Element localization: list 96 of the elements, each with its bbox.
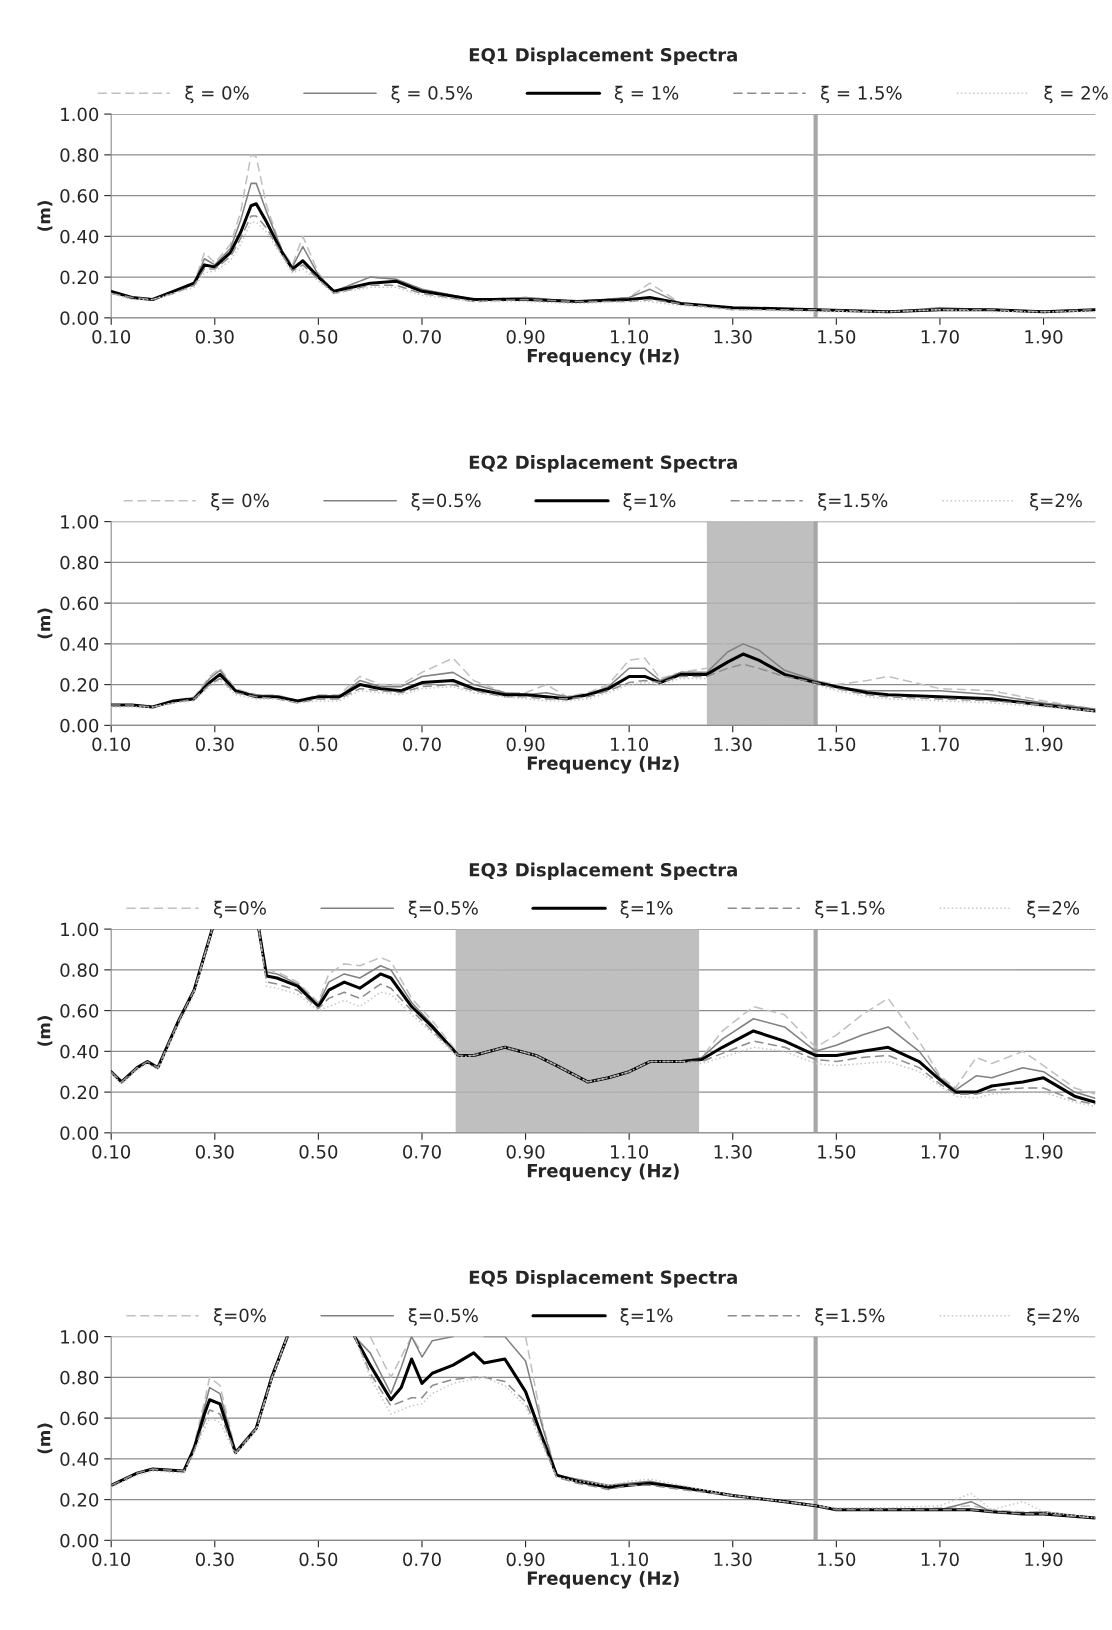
- y-tick-label: 0.00: [60, 1533, 99, 1548]
- chart-title: EQ2 Displacement Spectra: [469, 455, 737, 473]
- x-tick-label: 0.70: [403, 329, 441, 344]
- chart-title: EQ1 Displacement Spectra: [469, 47, 737, 66]
- y-tick-label: 0.40: [60, 229, 99, 244]
- legend-label: ξ=1.5%: [818, 493, 888, 511]
- x-tick-label: 1.90: [1025, 1144, 1063, 1159]
- x-tick-label: 1.70: [921, 329, 959, 344]
- legend-label: ξ=0%: [214, 1308, 266, 1326]
- y-tick-label: 0.60: [60, 189, 99, 203]
- x-tick-label: 0.10: [92, 1144, 131, 1159]
- y-axis-title: (m): [37, 1423, 53, 1454]
- x-tick-label: 1.30: [714, 1552, 752, 1567]
- x-tick-label: 1.90: [1025, 737, 1063, 752]
- x-tick-label: 0.30: [195, 1552, 234, 1567]
- x-tick-label: 0.90: [506, 1552, 545, 1567]
- chart-title: EQ3 Displacement Spectra: [469, 862, 737, 881]
- y-tick-label: 0.00: [60, 718, 99, 733]
- x-tick-label: 1.70: [921, 1552, 959, 1567]
- x-tick-label: 1.50: [818, 329, 856, 344]
- x-tick-label: 0.30: [195, 329, 234, 344]
- y-tick-label: 0.20: [60, 270, 99, 285]
- y-tick-label: 0.80: [60, 555, 99, 570]
- x-tick-label: 0.90: [506, 737, 545, 752]
- x-tick-label: 1.10: [611, 329, 649, 344]
- x-tick-label: 1.10: [611, 737, 649, 752]
- y-tick-label: 0.80: [60, 963, 99, 977]
- legend-label: ξ = 1%: [614, 85, 679, 104]
- legend-label: ξ=0.5%: [408, 1308, 478, 1326]
- y-tick-label: 0.00: [60, 311, 99, 325]
- y-tick-label: 0.00: [60, 1126, 99, 1140]
- y-tick-label: 0.20: [60, 1493, 99, 1507]
- x-tick-label: 1.50: [818, 1144, 856, 1159]
- y-axis-title: (m): [37, 1016, 53, 1046]
- y-tick-label: 0.60: [60, 596, 99, 611]
- y-tick-label: 0.40: [60, 637, 99, 651]
- y-tick-label: 1.00: [61, 515, 99, 529]
- x-tick-label: 1.70: [921, 1144, 959, 1159]
- x-tick-label: 0.50: [299, 329, 338, 344]
- y-tick-label: 0.60: [60, 1004, 99, 1018]
- legend-label: ξ=2%: [1027, 900, 1080, 919]
- x-tick-label: 0.70: [403, 737, 441, 752]
- y-axis-title: (m): [37, 201, 53, 231]
- legend-label: ξ=2%: [1030, 493, 1082, 511]
- y-tick-label: 1.00: [61, 922, 99, 937]
- y-tick-label: 0.40: [60, 1452, 99, 1466]
- legend-label: ξ=1%: [620, 900, 673, 919]
- legend-label: ξ=1%: [623, 493, 676, 511]
- y-tick-label: 0.80: [60, 1370, 99, 1385]
- legend-label: ξ=0.5%: [408, 900, 478, 919]
- x-axis-title: Frequency (Hz): [527, 756, 679, 774]
- x-tick-label: 0.30: [195, 1144, 234, 1159]
- x-tick-label: 1.30: [714, 1144, 752, 1159]
- x-tick-label: 0.50: [299, 737, 338, 752]
- legend-label: ξ=1.5%: [815, 1308, 885, 1326]
- y-tick-label: 0.80: [60, 148, 99, 162]
- y-tick-label: 0.40: [60, 1044, 99, 1059]
- x-tick-label: 1.70: [921, 737, 959, 752]
- legend-label: ξ=2%: [1027, 1308, 1080, 1326]
- legend-label: ξ= 0%: [211, 493, 269, 511]
- legend-label: ξ=1%: [620, 1308, 673, 1326]
- legend-label: ξ = 0.5%: [391, 85, 473, 104]
- x-tick-label: 0.30: [195, 737, 234, 752]
- x-tick-label: 1.30: [714, 329, 752, 344]
- y-axis-title: (m): [37, 608, 53, 639]
- y-tick-label: 0.20: [60, 1085, 99, 1100]
- legend-label: ξ=0.5%: [411, 493, 481, 511]
- x-tick-label: 0.90: [506, 1144, 545, 1159]
- x-axis-title: Frequency (Hz): [527, 1163, 679, 1182]
- y-tick-label: 0.20: [60, 678, 99, 692]
- x-tick-label: 0.10: [92, 737, 131, 752]
- x-tick-label: 1.10: [611, 1552, 649, 1567]
- x-tick-label: 1.90: [1025, 1552, 1063, 1567]
- x-tick-label: 1.30: [714, 737, 752, 752]
- x-tick-label: 1.50: [818, 737, 856, 752]
- x-tick-label: 1.90: [1025, 329, 1063, 344]
- legend-label: ξ = 0%: [185, 85, 249, 104]
- x-tick-label: 1.10: [611, 1144, 649, 1159]
- legend-label: ξ=0%: [214, 900, 266, 919]
- x-tick-label: 0.90: [506, 329, 545, 344]
- x-tick-label: 1.50: [818, 1552, 856, 1567]
- y-tick-label: 1.00: [61, 107, 99, 122]
- x-tick-label: 0.10: [92, 1552, 131, 1567]
- legend-label: ξ = 2%: [1044, 85, 1108, 104]
- x-axis-title: Frequency (Hz): [527, 1571, 679, 1589]
- x-tick-label: 0.50: [299, 1144, 338, 1159]
- chart-title: EQ5 Displacement Spectra: [469, 1270, 737, 1288]
- x-axis-title: Frequency (Hz): [527, 348, 679, 367]
- x-tick-label: 0.70: [403, 1552, 441, 1567]
- y-tick-label: 1.00: [61, 1330, 99, 1344]
- x-tick-label: 0.10: [92, 329, 131, 344]
- legend-label: ξ=1.5%: [815, 900, 885, 919]
- x-tick-label: 0.70: [403, 1144, 441, 1159]
- y-tick-label: 0.60: [60, 1411, 99, 1426]
- x-tick-label: 0.50: [299, 1552, 338, 1567]
- legend-label: ξ = 1.5%: [821, 85, 902, 104]
